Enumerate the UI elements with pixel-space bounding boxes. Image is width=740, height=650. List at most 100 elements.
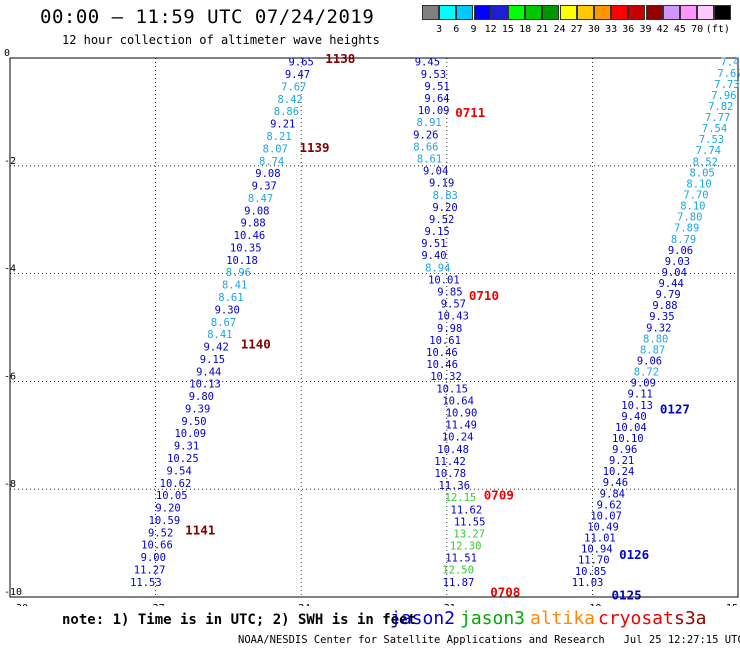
swh-value-label: 10.35 [230,242,262,254]
swh-value-label: 9.21 [609,455,634,467]
pass-time-label: 1138 [325,51,355,66]
satellite-label-jason2: jason2 [390,608,456,629]
y-tick-label: 0 [4,48,10,59]
swh-value-label: 10.18 [226,255,258,267]
pass-time-label: 0127 [660,401,690,416]
swh-value-label: 10.46 [234,230,266,242]
swh-value-label: 11.49 [445,420,477,432]
swh-value-label: 9.79 [655,289,680,301]
plot-frame [9,57,739,598]
credit-line: NOAA/NESDIS Center for Satellite Applica… [238,634,740,646]
swh-value-label: 8.67 [211,317,236,329]
swh-value-label: 8.87 [640,344,665,356]
swh-value-label: 8.52 [693,156,718,168]
swh-value-label: 8.61 [218,292,243,304]
swh-value-label: 8.21 [266,131,291,143]
legend-swatch [714,5,732,20]
swh-value-label: 9.30 [215,304,240,316]
swh-value-label: 9.45 [415,57,440,69]
swh-value-label: 10.10 [612,433,644,445]
swh-value-label: 8.10 [686,178,711,190]
swh-value-label: 9.50 [181,416,206,428]
swh-value-label: 8.86 [274,106,299,118]
legend-label: 27 [570,24,583,35]
legend-swatch [422,5,439,20]
footnote: note: 1) Time is in UTC; 2) SWH is in fe… [62,612,417,628]
swh-value-label: 10.66 [141,540,173,552]
legend-label: 21 [536,24,549,35]
legend-swatch [680,5,697,20]
swh-value-label: 10.01 [428,274,460,286]
swh-value-label: 9.15 [200,354,225,366]
swh-value-label: 7.67 [281,81,306,93]
swh-value-label: 13.27 [453,528,485,540]
pass-time-label: 0711 [455,105,485,120]
swh-value-label: 9.21 [270,119,295,131]
swh-value-label: 11.70 [578,555,610,567]
swh-value-label: 11.01 [584,533,616,545]
x-tick-label: -27 [147,603,165,606]
swh-value-label: 9.35 [649,311,674,323]
pass-time-label: 1140 [241,337,271,352]
x-tick-label: -21 [438,603,456,606]
legend-swatch [594,5,611,20]
swh-value-label: 10.59 [149,515,181,527]
swh-value-label: 9.15 [424,226,449,238]
legend-label: 70 [691,24,704,35]
y-tick-label: -8 [4,479,16,490]
swh-value-label: 9.52 [429,214,454,226]
y-tick-label: -6 [4,371,16,382]
swh-value-label: 8.80 [643,333,668,345]
swh-value-label: 10.13 [621,400,653,412]
pass-time-label: 0710 [469,288,499,303]
swh-value-label: 9.88 [652,300,677,312]
legend-label: 33 [605,24,618,35]
swh-value-label: 9.32 [646,322,671,334]
swh-value-label: 9.06 [637,355,662,367]
swh-value-label: 10.24 [603,466,635,478]
legend-label: 18 [519,24,532,35]
swh-value-label: 9.44 [659,278,684,290]
swh-value-label: 9.46 [603,477,628,489]
swh-value-label: 12.50 [442,565,474,577]
swh-value-label: 7.89 [674,223,699,235]
swh-value-label: 8.74 [259,156,284,168]
swh-value-label: 7.48 [720,57,740,69]
swh-value-label: 9.04 [662,267,687,279]
swh-value-label: 9.11 [628,389,653,401]
swh-value-label: 7.82 [708,101,733,113]
legend-label: 15 [501,24,514,35]
swh-value-label: 8.72 [634,367,659,379]
swh-value-label: 10.85 [575,566,607,578]
legend-swatch [439,5,457,20]
wave-height-plot: -30-27-24-21-18-150-2-4-6-8-109.659.477.… [4,48,740,606]
y-tick-label: -2 [4,156,16,167]
swh-value-label: 9.03 [665,256,690,268]
legend-swatch [456,5,474,20]
swh-value-label: 7.70 [683,189,708,201]
swh-value-label: 10.61 [429,335,461,347]
swh-value-label: 9.40 [621,411,646,423]
swh-value-label: 9.44 [196,366,221,378]
legend-label: (ft) [705,24,730,35]
swh-value-label: 9.20 [155,503,180,515]
legend-swatch [628,5,646,20]
swh-value-label: 9.65 [289,57,314,69]
swh-value-label: 10.09 [418,105,450,117]
swh-value-label: 10.24 [442,432,474,444]
swh-value-label: 9.51 [421,238,446,250]
swh-value-label: 9.20 [432,202,457,214]
swh-value-label: 10.07 [590,510,622,522]
swh-value-label: 10.94 [581,544,613,556]
legend-swatch [576,5,594,20]
swh-value-label: 9.84 [600,488,625,500]
swh-value-label: 9.08 [255,168,280,180]
legend-label: 39 [639,24,652,35]
swh-value-label: 9.06 [668,245,693,257]
swh-value-label: 10.05 [156,490,188,502]
swh-value-label: 8.47 [248,193,273,205]
swh-value-label: 9.53 [421,69,446,81]
swh-value-label: 8.79 [671,234,696,246]
swh-value-label: 8.96 [226,267,251,279]
swh-value-label: 9.51 [424,81,449,93]
